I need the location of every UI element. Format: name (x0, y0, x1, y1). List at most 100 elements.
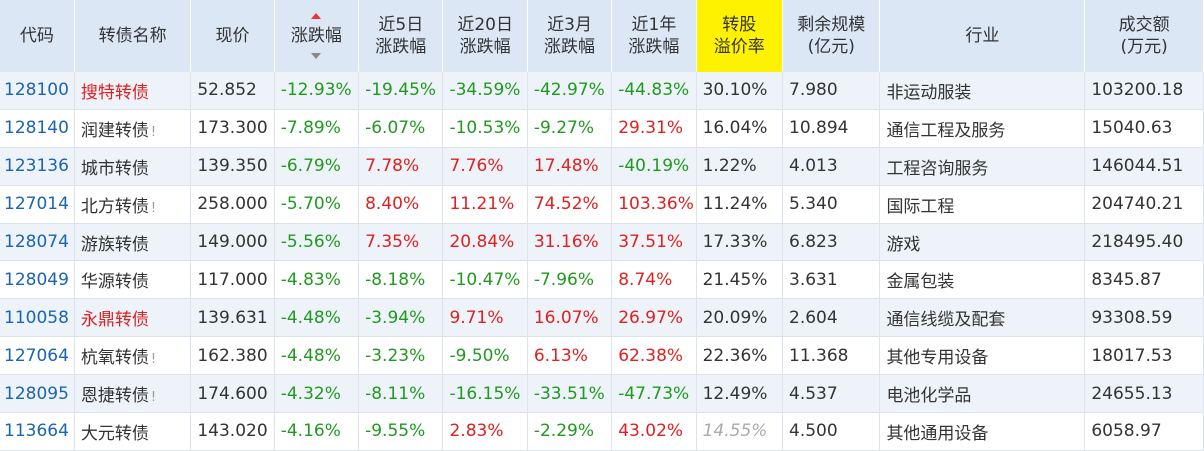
remain-cell: 5.340 (782, 185, 881, 224)
change-3m-cell: -2.29% (527, 412, 613, 451)
bond-code[interactable]: 127014 (0, 185, 75, 224)
change-3m-cell: 17.48% (527, 147, 613, 186)
volume-cell: 8345.87 (1084, 260, 1204, 300)
change-3m-cell: 74.52% (527, 185, 613, 224)
bond-name[interactable]: 永鼎转债 (74, 298, 192, 338)
bond-name[interactable]: 润建转债! (74, 109, 192, 148)
change-cell: -4.48% (274, 336, 360, 376)
change-20d-cell: 11.21% (442, 185, 528, 224)
bond-name-text: 搜特转债 (80, 82, 149, 103)
col-industry[interactable]: 行业 (879, 0, 1086, 72)
bond-name-text: 城市转债 (80, 158, 149, 179)
price-cell: 139.631 (190, 298, 275, 338)
table-row[interactable]: 128074 游族转债 149.000 -5.56% 7.35% 20.84% 31.16%… (0, 223, 1204, 262)
table-row[interactable]: 113664 大元转债 143.020 -4.16% -9.55% 2.83% -2.29%… (0, 412, 1204, 451)
industry-cell: 金属包装 (879, 260, 1086, 300)
col-name[interactable]: 转债名称 (74, 0, 192, 72)
remain-cell: 10.894 (782, 109, 881, 148)
bond-name[interactable]: 大元转债 (74, 412, 192, 451)
bond-code[interactable]: 128074 (0, 223, 75, 262)
table-row[interactable]: 123136 城市转债 139.350 -6.79% 7.78% 7.76% 17.48% -… (0, 147, 1204, 186)
change-1y-cell: 37.51% (611, 223, 697, 262)
premium-cell: 1.22% (696, 147, 784, 186)
change-cell: -4.32% (274, 374, 360, 414)
change-20d-cell: -16.15% (442, 374, 528, 414)
bond-code[interactable]: 128095 (0, 374, 75, 414)
table-row[interactable]: 127014 北方转债! 258.000 -5.70% 8.40% 11.21% 74.52… (0, 185, 1204, 224)
col-volume[interactable]: 成交额 (万元) (1084, 0, 1204, 72)
change-1y-cell: 43.02% (611, 412, 697, 451)
warning-flag: ! (150, 390, 157, 406)
col-20d[interactable]: 近20日 涨跌幅 (442, 0, 528, 72)
premium-cell: 11.24% (696, 185, 784, 224)
bond-name[interactable]: 搜特转债 (74, 72, 192, 110)
change-1y-cell: 62.38% (611, 336, 697, 376)
change-1y-cell: -40.19% (611, 147, 697, 186)
industry-cell: 非运动服装 (879, 72, 1086, 110)
price-cell: 258.000 (190, 185, 275, 224)
change-20d-cell: -34.59% (442, 72, 528, 110)
bond-name[interactable]: 城市转债 (74, 147, 192, 186)
volume-cell: 15040.63 (1084, 109, 1204, 148)
col-5d[interactable]: 近5日 涨跌幅 (358, 0, 444, 72)
change-5d-cell: -8.11% (358, 374, 444, 414)
bond-name[interactable]: 北方转债! (74, 185, 192, 224)
table-row[interactable]: 127064 杭氧转债! 162.380 -4.48% -3.23% -9.50% 6.13… (0, 336, 1204, 376)
price-cell: 143.020 (190, 412, 275, 451)
col-price[interactable]: 现价 (190, 0, 275, 72)
change-cell: -12.93% (274, 72, 360, 110)
col-remain[interactable]: 剩余规模 (亿元) (782, 0, 881, 72)
col-3m[interactable]: 近3月 涨跌幅 (527, 0, 613, 72)
change-3m-cell: -42.97% (527, 72, 613, 110)
col-code[interactable]: 代码 (0, 0, 75, 72)
change-1y-cell: 29.31% (611, 109, 697, 148)
remain-cell: 3.631 (782, 260, 881, 300)
sort-up-icon (311, 13, 322, 19)
premium-cell: 14.55% (696, 412, 784, 451)
col-change[interactable]: 涨跌幅 (274, 0, 360, 72)
price-cell: 139.350 (190, 147, 275, 186)
table-row[interactable]: 110058 永鼎转债 139.631 -4.48% -3.94% 9.71% 16.07%… (0, 298, 1204, 338)
industry-cell: 其他专用设备 (879, 336, 1086, 376)
bond-code[interactable]: 110058 (0, 298, 75, 338)
change-5d-cell: 7.78% (358, 147, 444, 186)
change-3m-cell: -33.51% (527, 374, 613, 414)
bond-code[interactable]: 113664 (0, 412, 75, 451)
price-cell: 173.300 (190, 109, 275, 148)
change-3m-cell: 6.13% (527, 336, 613, 376)
change-5d-cell: 8.40% (358, 185, 444, 224)
bond-code[interactable]: 123136 (0, 147, 75, 186)
bond-name[interactable]: 游族转债 (74, 223, 192, 262)
table-row[interactable]: 128049 华源转债 117.000 -4.83% -8.18% -10.47% -7.9… (0, 260, 1204, 300)
premium-cell: 16.04% (696, 109, 784, 148)
change-20d-cell: -9.50% (442, 336, 528, 376)
bond-name-text: 大元转债 (80, 423, 149, 444)
table-row[interactable]: 128140 润建转债! 173.300 -7.89% -6.07% -10.53% -9.… (0, 109, 1204, 148)
bond-name-text: 华源转债 (80, 272, 149, 293)
volume-cell: 24655.13 (1084, 374, 1204, 414)
remain-cell: 2.604 (782, 298, 881, 338)
volume-cell: 204740.21 (1084, 185, 1204, 224)
bond-name[interactable]: 杭氧转债! (74, 336, 192, 376)
change-5d-cell: -8.18% (358, 260, 444, 300)
bond-code[interactable]: 128049 (0, 260, 75, 300)
bond-code[interactable]: 128100 (0, 72, 75, 110)
volume-cell: 6058.97 (1084, 412, 1204, 451)
change-1y-cell: 8.74% (611, 260, 697, 300)
bond-code[interactable]: 128140 (0, 109, 75, 148)
col-premium[interactable]: 转股 溢价率 (696, 0, 784, 72)
table-row[interactable]: 128095 恩捷转债! 174.600 -4.32% -8.11% -16.15% -33… (0, 374, 1204, 414)
volume-cell: 18017.53 (1084, 336, 1204, 376)
bond-name-text: 游族转债 (80, 234, 149, 255)
change-5d-cell: -19.45% (358, 72, 444, 110)
table-row[interactable]: 128100 搜特转债 52.852 -12.93% -19.45% -34.59% -42… (0, 72, 1204, 110)
change-5d-cell: -3.23% (358, 336, 444, 376)
remain-cell: 11.368 (782, 336, 881, 376)
volume-cell: 93308.59 (1084, 298, 1204, 338)
bond-code[interactable]: 127064 (0, 336, 75, 376)
bond-name[interactable]: 恩捷转债! (74, 374, 192, 414)
col-1y[interactable]: 近1年 涨跌幅 (611, 0, 697, 72)
price-cell: 52.852 (190, 72, 275, 110)
bond-name[interactable]: 华源转债 (74, 260, 192, 300)
change-cell: -6.79% (274, 147, 360, 186)
